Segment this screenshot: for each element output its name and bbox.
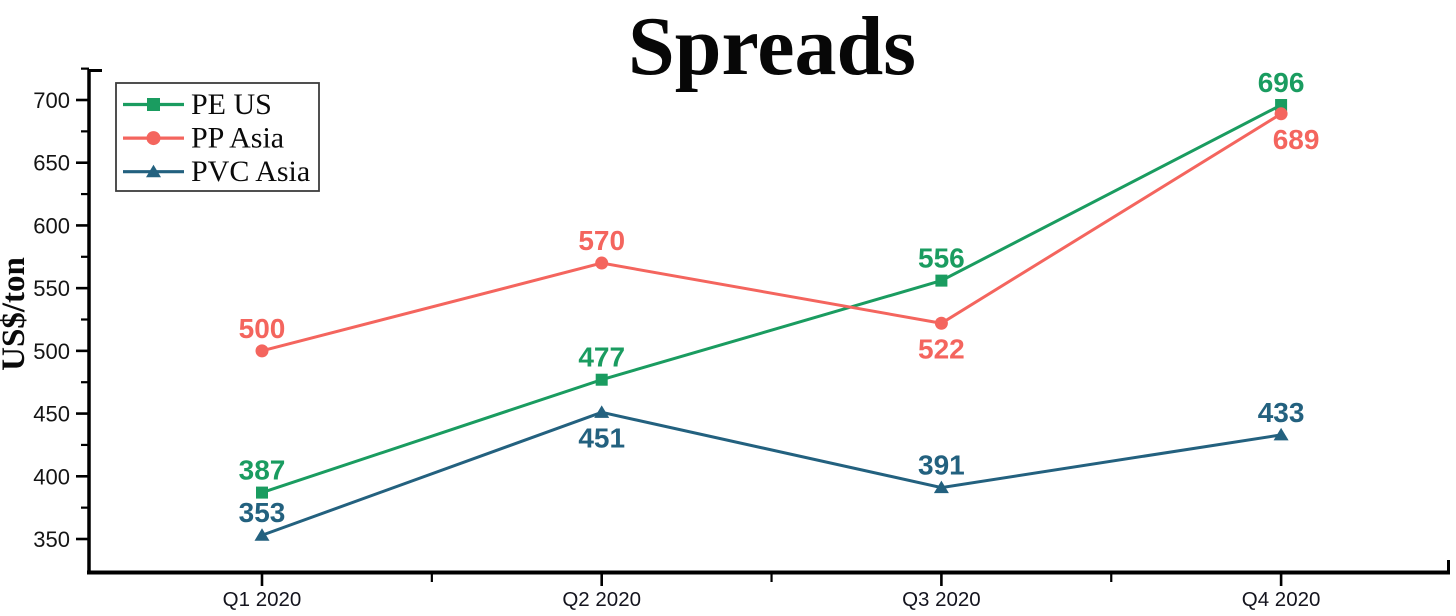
axes: 350 400 450 500 550 600 650 700 Q1 2020 Q2 2020 Q3… — [33, 67, 1450, 611]
y-tick-label: 350 — [33, 527, 70, 552]
data-point-marker — [933, 480, 949, 494]
data-point-marker — [256, 486, 268, 499]
data-point-marker — [1275, 99, 1288, 112]
legend-item: PE US — [123, 88, 272, 121]
x-tick-label: Q4 2020 — [1242, 588, 1321, 611]
legend-item: PP Asia — [123, 122, 284, 155]
data-point-label: 477 — [578, 342, 625, 373]
y-tick-label: 450 — [33, 402, 70, 427]
data-point-marker — [254, 528, 270, 541]
y-axis-title: US$/ton — [0, 257, 32, 371]
y-tick-label: 500 — [33, 339, 70, 364]
data-point-label: 387 — [239, 455, 286, 486]
data-point-marker — [934, 316, 948, 330]
data-point-marker — [146, 164, 161, 178]
data-point-label: 570 — [578, 225, 625, 256]
data-point-label: 556 — [918, 243, 965, 274]
data-point-marker — [935, 274, 948, 287]
data-point-label: 500 — [239, 313, 286, 344]
series-line — [261, 112, 1282, 353]
data-point-marker — [147, 98, 160, 111]
data-point-label: 353 — [239, 497, 286, 528]
data-point-label: 689 — [1273, 124, 1320, 155]
x-tick-label: Q2 2020 — [562, 588, 641, 611]
x-tick-label: Q1 2020 — [223, 588, 302, 611]
y-tick-label: 400 — [33, 464, 70, 489]
y-tick-label: 700 — [33, 88, 70, 113]
data-point-marker — [594, 405, 610, 418]
legend-item: PVC Asia — [123, 155, 310, 188]
data-point-marker — [1273, 427, 1289, 441]
legend-label: PVC Asia — [191, 155, 310, 188]
data-point-label: 433 — [1258, 397, 1305, 428]
y-tick-label: 650 — [33, 151, 70, 176]
data-point-marker — [595, 256, 609, 270]
series-line — [261, 410, 1282, 537]
data-point-marker — [255, 344, 269, 358]
data-point-marker — [146, 131, 161, 146]
data-point-label: 696 — [1258, 67, 1305, 98]
data-point-marker — [1274, 107, 1288, 121]
series-pp-asia: 500 570 522 689 — [239, 107, 1320, 364]
series-pe-us: 387 477 556 696 — [239, 67, 1305, 499]
data-point-label: 522 — [918, 333, 965, 364]
series-line — [261, 103, 1282, 495]
data-point-label: 451 — [578, 422, 625, 453]
legend-label: PE US — [191, 88, 272, 121]
data-point-label: 391 — [918, 450, 965, 481]
series-pvc-asia: 353 451 391 433 — [239, 397, 1305, 541]
x-tick-label: Q3 2020 — [902, 588, 981, 611]
y-tick-label: 550 — [33, 276, 70, 301]
chart-title: Spreads — [628, 0, 916, 93]
data-point-marker — [595, 373, 608, 386]
y-tick-label: 600 — [33, 213, 70, 238]
legend-label: PP Asia — [191, 122, 284, 155]
series-group: 387 477 556 696 500 570 522 689 353 451 391 433 — [239, 67, 1320, 541]
